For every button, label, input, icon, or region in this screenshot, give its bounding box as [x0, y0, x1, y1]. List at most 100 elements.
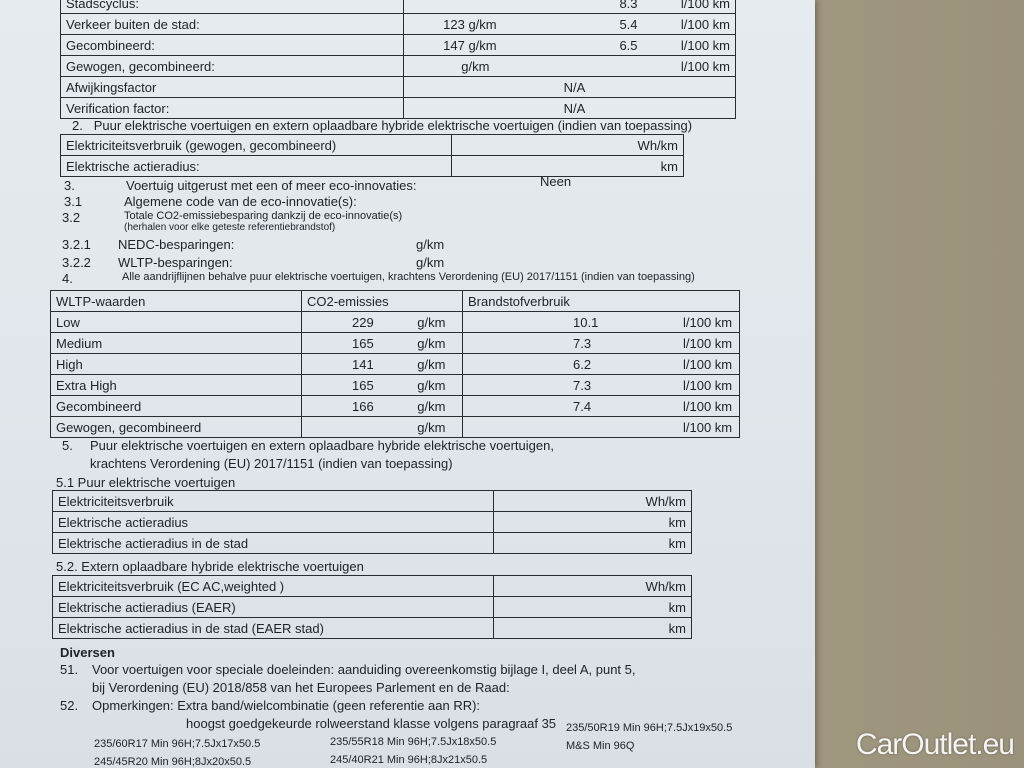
section-title: Totale CO2-emissiebesparing dankzij de e…	[124, 210, 403, 222]
table-header: WLTP-waarden CO2-emissies Brandstofverbrui…	[50, 290, 740, 312]
section-3-2-2: 3.2.2 WLTP-besparingen: g/km	[62, 255, 444, 270]
fuel-value: 10.1	[573, 314, 599, 330]
section-title: Puur elektrische voertuigen en extern op…	[93, 118, 693, 133]
table-row: Gewogen, gecombineerd g/km l/100 km	[50, 416, 740, 438]
fuel-cell: l/100 km	[462, 416, 740, 438]
table-row: High 141 g/km 6.2 l/100 km	[50, 353, 740, 375]
row-unit: km	[493, 596, 692, 618]
table-row: Verification factor: N/A	[60, 97, 737, 119]
co2-value: 123	[443, 16, 465, 32]
fuel-value: 7.3	[573, 335, 592, 351]
row-label: Elektriciteitsverbruik (EC AC,weighted )	[52, 575, 494, 597]
row-label: Elektrische actieradius in de stad	[52, 532, 494, 554]
row-label: Elektrische actieradius	[52, 511, 494, 533]
fuel-cell: 7.3 l/100 km	[462, 332, 740, 354]
section-4: 4. Alle aandrijflijnen behalve puur elekt…	[62, 271, 695, 286]
fuel-table: Stadscyclus: 8.3 l/100 km Verkeer buiten …	[60, 0, 737, 119]
fuel-unit: l/100 km	[680, 16, 730, 32]
row-unit: km	[493, 617, 692, 639]
table-row: Elektrische actieradius in de stad km	[52, 532, 692, 554]
section-line: Puur elektrische voertuigen en extern op…	[90, 438, 554, 453]
co2-cell: 166 g/km	[301, 395, 463, 417]
co2-unit: g/km	[417, 398, 446, 414]
co2-unit: g/km	[468, 37, 497, 53]
section-52: 52. Opmerkingen: Extra band/wielcombinati…	[60, 698, 556, 731]
row-label: Verkeer buiten de stad:	[60, 13, 404, 35]
section-value: Neen	[540, 174, 572, 189]
section-line: krachtens Verordening (EU) 2017/1151 (in…	[90, 456, 453, 471]
co2-value: 165	[352, 377, 374, 393]
section-title: NEDC-besparingen:	[118, 237, 235, 252]
row-unit: km	[493, 511, 692, 533]
co2-value: 229	[352, 314, 374, 330]
section-line: Voor voertuigen voor speciale doeleinden…	[92, 662, 636, 677]
table-row: Elektrische actieradius (EAER) km	[52, 596, 692, 618]
section-5-1-title: 5.1 Puur elektrische voertuigen	[56, 475, 236, 490]
co2-unit: g/km	[417, 335, 446, 351]
section-title: Algemene code van de eco-innovatie(s):	[124, 194, 357, 209]
row-label: Elektriciteitsverbruik (gewogen, gecombi…	[60, 134, 452, 156]
fuel-cell: 7.3 l/100 km	[462, 374, 740, 396]
table-row: Gecombineerd: 147 g/km 6.5 l/100 km	[60, 34, 737, 56]
table-row: Medium 165 g/km 7.3 l/100 km	[50, 332, 740, 354]
co2-unit: g/km	[417, 419, 446, 435]
section-number: 51.	[60, 662, 79, 677]
fuel-unit: l/100 km	[683, 377, 733, 393]
table-row: Verkeer buiten de stad: 123 g/km 5.4 l/10…	[60, 13, 737, 35]
row-label: Elektrische actieradius (EAER)	[52, 596, 494, 618]
section-unit: g/km	[416, 237, 445, 252]
row-label: Low	[50, 311, 302, 333]
tyre-spec: 235/55R18 Min 96H;7.5Jx18x50.5	[330, 736, 497, 748]
diversen-heading: Diversen	[60, 645, 115, 660]
section-title: Alle aandrijflijnen behalve puur elektri…	[122, 271, 695, 283]
co2-value: 147	[443, 37, 465, 53]
co2-unit: g/km	[417, 356, 446, 372]
fuel-unit: l/100 km	[680, 58, 730, 74]
co2-value: 165	[352, 335, 374, 351]
fuel-value: 7.4	[573, 398, 592, 414]
co2-cell: 141 g/km	[301, 353, 463, 375]
tyre-spec: 235/50R19 Min 96H;7.5Jx19x50.5	[566, 722, 733, 734]
table-row: Elektriciteitsverbruik (EC AC,weighted )…	[52, 575, 692, 597]
row-label: High	[50, 353, 302, 375]
fuel-value: 6.2	[573, 356, 592, 372]
table-row: Stadscyclus: 8.3 l/100 km	[60, 0, 737, 14]
section-title: Voertuig uitgerust met een of meer eco-i…	[126, 178, 417, 193]
table-row: Elektrische actieradius km	[52, 511, 692, 533]
row-label: Medium	[50, 332, 302, 354]
fuel-unit: l/100 km	[680, 37, 730, 53]
co2-unit: g/km	[461, 58, 490, 74]
fuel-unit: l/100 km	[683, 314, 733, 330]
fuel-unit: l/100 km	[680, 0, 730, 11]
tyre-spec: M&S Min 96Q	[566, 740, 635, 752]
section-number: 3.2.2	[62, 255, 91, 270]
row-unit: Wh/km	[493, 490, 692, 512]
row-label: Elektriciteitsverbruik	[52, 490, 494, 512]
section-number: 2.	[72, 118, 83, 133]
table-row: Elektrische actieradius in de stad (EAER…	[52, 617, 692, 639]
row-label: Stadscyclus:	[60, 0, 404, 14]
row-label: Verification factor:	[60, 97, 404, 119]
wltp-table: WLTP-waarden CO2-emissies Brandstofverbrui…	[50, 290, 740, 438]
row-label: Afwijkingsfactor	[60, 76, 404, 98]
document-page: Stadscyclus: 8.3 l/100 km Verkeer buiten …	[0, 0, 815, 768]
section-title: WLTP-besparingen:	[118, 255, 233, 270]
section-number: 5.	[62, 438, 73, 453]
row-label: Elektrische actieradius in de stad (EAER…	[52, 617, 494, 639]
section-3-2-1: 3.2.1 NEDC-besparingen: g/km	[62, 237, 444, 252]
table-row: Elektriciteitsverbruik Wh/km	[52, 490, 692, 512]
row-label: Gecombineerd:	[60, 34, 404, 56]
caroutlet-watermark: CarOutlet.eu	[855, 728, 1015, 761]
section-number: 3.1	[64, 194, 83, 209]
fuel-value: 7.3	[573, 377, 592, 393]
table-row: Gecombineerd 166 g/km 7.4 l/100 km	[50, 395, 740, 417]
co2-value: 141	[352, 356, 374, 372]
section-number: 3.2	[62, 210, 81, 225]
section-5-2-title: 5.2. Extern oplaadbare hybride elektrisc…	[56, 559, 364, 574]
fuel-unit: l/100 km	[683, 398, 733, 414]
fuel-value: 8.3	[619, 0, 638, 11]
phev-table: Elektriciteitsverbruik (EC AC,weighted )…	[52, 575, 692, 639]
section-3-1: 3.1 Algemene code van de eco-innovatie(s)…	[64, 194, 357, 209]
fuel-unit: l/100 km	[683, 419, 733, 435]
table-row: Extra High 165 g/km 7.3 l/100 km	[50, 374, 740, 396]
